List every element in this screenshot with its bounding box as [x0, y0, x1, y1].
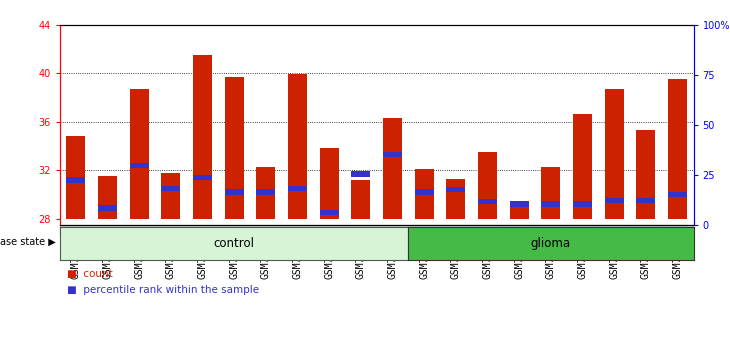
Bar [504, 225, 535, 237]
Bar [510, 201, 529, 207]
Bar [91, 225, 123, 237]
Bar [535, 225, 566, 237]
Bar [630, 225, 662, 237]
Bar [415, 169, 434, 219]
Bar [193, 175, 212, 180]
Bar [123, 225, 155, 237]
Bar [66, 136, 85, 219]
Bar [383, 152, 402, 157]
Bar [155, 225, 187, 237]
Bar [408, 225, 440, 237]
Bar [573, 201, 592, 207]
Bar [377, 225, 408, 237]
Bar [187, 225, 218, 237]
Bar [351, 171, 370, 177]
Bar [250, 225, 282, 237]
Bar [604, 89, 624, 219]
Bar [98, 205, 117, 211]
Bar [288, 74, 307, 219]
Bar [668, 192, 687, 197]
Bar [383, 118, 402, 219]
Bar [510, 201, 529, 219]
Text: disease state ▶: disease state ▶ [0, 237, 56, 247]
Bar [478, 199, 497, 205]
Bar [599, 225, 630, 237]
Bar [66, 177, 85, 183]
Bar [345, 225, 377, 237]
Bar [288, 186, 307, 191]
Bar [542, 167, 561, 219]
Text: ■  percentile rank within the sample: ■ percentile rank within the sample [67, 285, 259, 295]
Bar [440, 225, 472, 237]
Bar [351, 180, 370, 219]
Bar [60, 225, 91, 237]
Bar [446, 179, 466, 219]
Bar [320, 148, 339, 219]
Text: control: control [214, 237, 255, 250]
Bar [313, 225, 345, 237]
Bar [256, 167, 275, 219]
Bar [161, 186, 180, 191]
Bar [225, 77, 244, 219]
Bar [668, 79, 687, 219]
Bar [98, 176, 117, 219]
Bar [320, 210, 339, 215]
Bar [256, 189, 275, 195]
Bar [415, 189, 434, 195]
Text: ■  count: ■ count [67, 269, 113, 279]
Text: glioma: glioma [531, 237, 571, 250]
Bar [542, 201, 561, 207]
Bar [225, 189, 244, 195]
Bar [662, 225, 694, 237]
Bar [129, 89, 149, 219]
Bar [193, 55, 212, 219]
Bar [218, 225, 250, 237]
Bar [637, 198, 656, 203]
Bar [604, 198, 624, 203]
Bar [129, 163, 149, 168]
Bar [446, 187, 466, 192]
Bar [637, 130, 656, 219]
Bar [573, 114, 592, 219]
Bar [282, 225, 313, 237]
Bar [478, 152, 497, 219]
Bar [472, 225, 504, 237]
Bar [566, 225, 599, 237]
Bar [161, 173, 180, 219]
